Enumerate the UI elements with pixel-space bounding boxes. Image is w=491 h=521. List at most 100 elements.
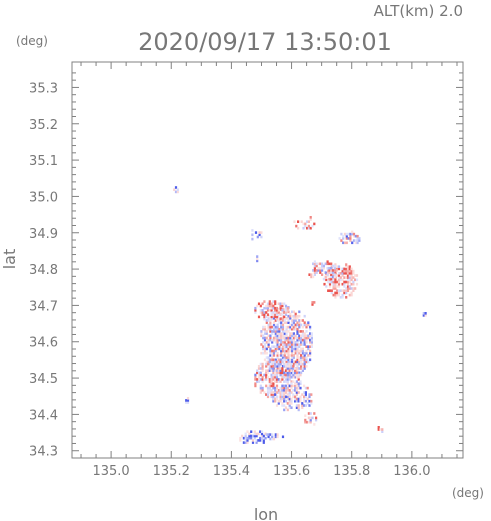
reflectivity-cell — [334, 282, 337, 286]
reflectivity-cell — [336, 265, 339, 268]
reflectivity-cell — [304, 404, 307, 407]
reflectivity-cell — [261, 313, 264, 316]
reflectivity-cell — [275, 360, 279, 364]
reflectivity-cell — [294, 375, 297, 379]
reflectivity-cell — [337, 289, 341, 292]
reflectivity-cell — [262, 345, 265, 348]
reflectivity-cell — [303, 332, 306, 335]
reflectivity-cell — [346, 276, 350, 279]
reflectivity-cell — [260, 436, 264, 440]
reflectivity-cell — [295, 382, 298, 385]
reflectivity-cell — [272, 325, 276, 329]
reflectivity-cell — [285, 358, 288, 362]
reflectivity-cell — [286, 309, 289, 312]
reflectivity-cell — [283, 321, 286, 324]
reflectivity-cell — [349, 232, 352, 236]
reflectivity-cell — [355, 282, 359, 286]
reflectivity-cell — [300, 319, 303, 322]
reflectivity-cell — [286, 306, 289, 310]
reflectivity-cell — [289, 358, 292, 362]
reflectivity-cell — [346, 272, 350, 275]
reflectivity-cell — [343, 241, 347, 245]
reflectivity-cell — [259, 439, 262, 442]
reflectivity-cell — [330, 273, 333, 276]
reflectivity-cell — [294, 369, 297, 372]
reflectivity-cell — [276, 367, 279, 370]
reflectivity-cell — [260, 235, 263, 239]
reflectivity-cell — [322, 264, 325, 268]
reflectivity-cell — [348, 276, 351, 279]
reflectivity-cell — [354, 239, 357, 242]
reflectivity-cell — [307, 420, 310, 424]
reflectivity-cell — [295, 371, 298, 375]
reflectivity-cell — [285, 356, 288, 359]
reflectivity-cell — [248, 434, 251, 438]
reflectivity-cell — [283, 384, 286, 388]
reflectivity-cell — [295, 391, 298, 394]
reflectivity-cell — [268, 389, 271, 392]
reflectivity-cell — [270, 382, 273, 385]
reflectivity-cell — [285, 360, 288, 364]
reflectivity-cell — [304, 391, 307, 394]
reflectivity-cell — [257, 371, 261, 375]
reflectivity-cell — [272, 391, 275, 394]
reflectivity-cell — [272, 304, 275, 308]
reflectivity-cell — [289, 375, 292, 379]
reflectivity-cell — [277, 360, 280, 364]
reflectivity-cell — [269, 347, 272, 351]
reflectivity-cell — [275, 378, 279, 381]
reflectivity-cell — [292, 389, 295, 392]
reflectivity-cell — [278, 343, 281, 346]
reflectivity-cell — [307, 220, 310, 223]
reflectivity-cell — [265, 384, 268, 388]
reflectivity-cell — [275, 311, 279, 314]
reflectivity-cell — [283, 362, 286, 366]
reflectivity-cell — [272, 300, 275, 303]
reflectivity-cell — [272, 354, 276, 357]
reflectivity-cell — [303, 399, 306, 403]
reflectivity-cell — [268, 302, 271, 306]
reflectivity-cell — [265, 371, 268, 375]
reflectivity-cell — [274, 327, 277, 331]
reflectivity-cell — [283, 302, 286, 306]
reflectivity-cell — [250, 436, 253, 440]
reflectivity-cell — [310, 393, 313, 396]
reflectivity-cell — [303, 356, 306, 359]
reflectivity-cell — [302, 226, 305, 230]
reflectivity-cell — [276, 341, 279, 344]
reflectivity-cell — [305, 345, 308, 348]
reflectivity-cell — [348, 269, 351, 273]
reflectivity-cell — [257, 315, 261, 319]
reflectivity-cell — [287, 338, 290, 342]
reflectivity-cell — [294, 343, 297, 346]
reflectivity-cell — [283, 391, 286, 394]
reflectivity-cell — [266, 386, 270, 390]
reflectivity-cell — [274, 336, 277, 340]
reflectivity-cell — [271, 354, 274, 357]
reflectivity-cell — [330, 291, 333, 295]
plot-frame — [71, 61, 464, 459]
reflectivity-cell — [278, 317, 281, 320]
reflectivity-cell — [265, 336, 268, 340]
reflectivity-cell — [303, 338, 306, 342]
reflectivity-cell — [289, 345, 292, 348]
reflectivity-cell — [277, 371, 280, 375]
reflectivity-cell — [255, 439, 258, 442]
reflectivity-cell — [259, 436, 262, 440]
reflectivity-cell — [266, 309, 270, 312]
reflectivity-cell — [296, 321, 299, 324]
reflectivity-cell — [347, 232, 350, 236]
reflectivity-cell — [275, 386, 279, 390]
reflectivity-cell — [303, 362, 306, 366]
reflectivity-cell — [337, 293, 341, 297]
reflectivity-cell — [306, 420, 309, 424]
reflectivity-cell — [345, 296, 348, 299]
reflectivity-cell — [278, 338, 281, 342]
reflectivity-cell — [277, 399, 280, 403]
reflectivity-cell — [297, 391, 300, 394]
reflectivity-cell — [278, 334, 281, 338]
reflectivity-cell — [346, 282, 350, 286]
reflectivity-cell — [281, 397, 284, 401]
reflectivity-cell — [260, 334, 263, 338]
reflectivity-cell — [274, 358, 277, 362]
